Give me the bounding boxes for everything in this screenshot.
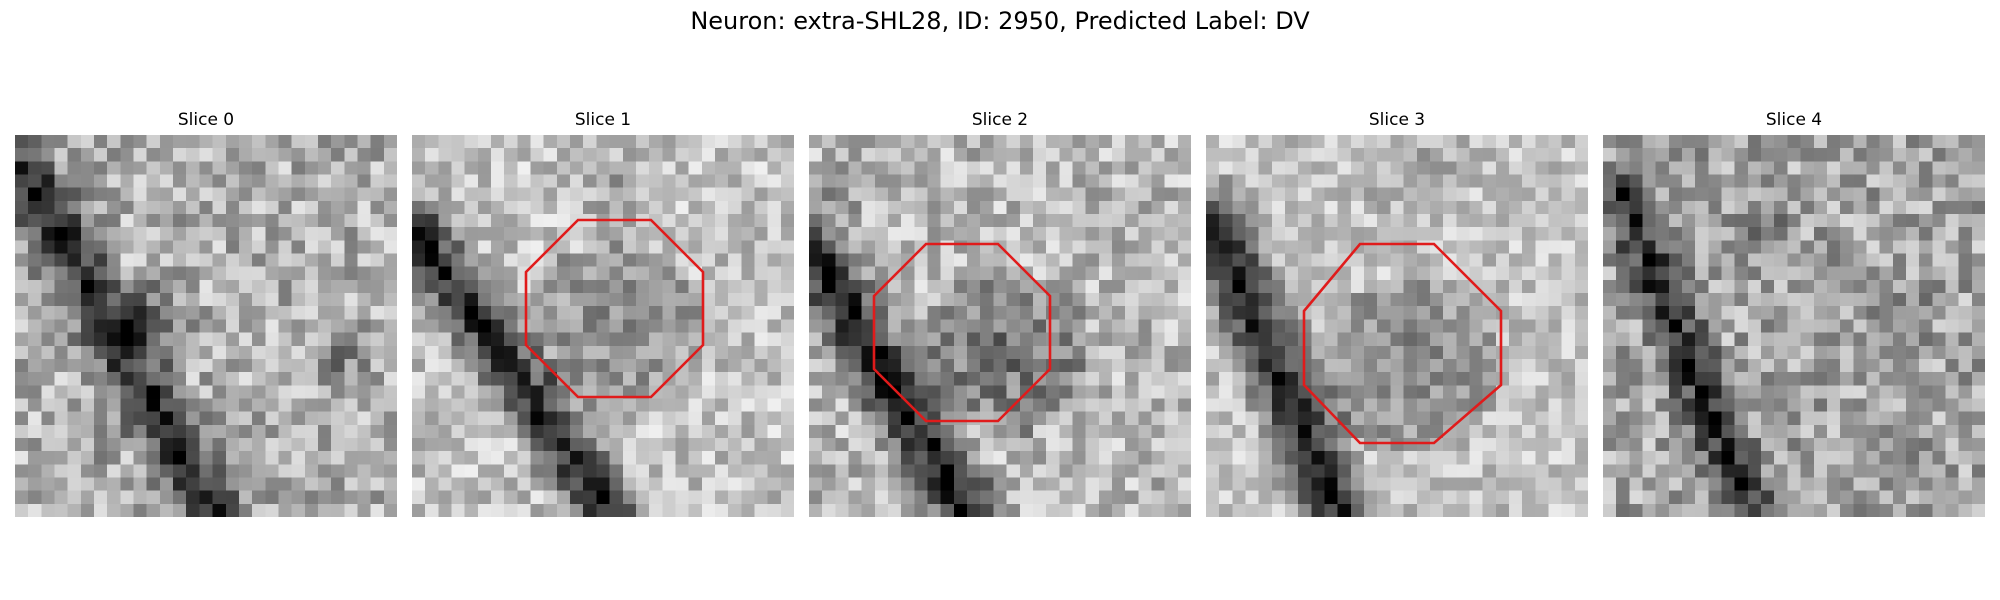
slice-1-title: Slice 1 (574, 110, 632, 130)
slice-4-title: Slice 4 (1765, 110, 1823, 130)
slice-3-image (1206, 135, 1588, 517)
slice-1-panel (412, 135, 794, 517)
slice-1-octagon-outline (524, 218, 705, 399)
slice-3-title: Slice 3 (1368, 110, 1426, 130)
slice-2-octagon-outline (872, 242, 1052, 423)
slice-2-panel (809, 135, 1191, 517)
slice-0-title: Slice 0 (177, 110, 235, 130)
slice-2-outline (872, 242, 1052, 423)
slice-0-image (15, 135, 397, 517)
slice-2-image (809, 135, 1191, 517)
slice-1-image (412, 135, 794, 517)
slice-4-panel (1603, 135, 1985, 517)
slice-0-panel (15, 135, 397, 517)
figure-title: Neuron: extra-SHL28, ID: 2950, Predicted… (690, 7, 1310, 35)
slice-1-outline (524, 218, 705, 399)
slice-2-title: Slice 2 (971, 110, 1029, 130)
slice-3-panel (1206, 135, 1588, 517)
slice-3-outline (1302, 242, 1503, 445)
slice-3-octagon-outline (1302, 242, 1503, 445)
slice-4-image (1603, 135, 1985, 517)
